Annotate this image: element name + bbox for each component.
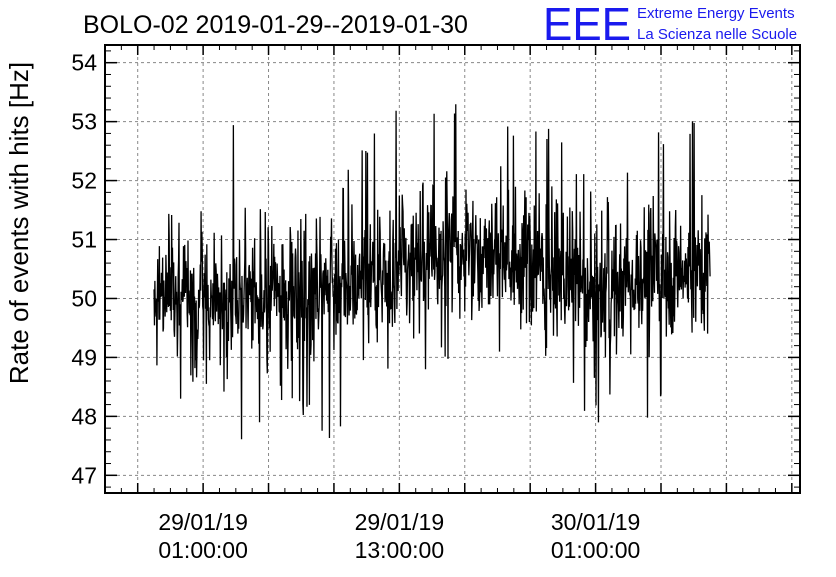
x-tick-label-time: 01:00:00	[551, 537, 641, 563]
y-tick-label: 49	[71, 344, 97, 370]
logo-line1: Extreme Energy Events	[637, 5, 795, 22]
logo-mark: EEE	[543, 0, 631, 50]
y-tick-label: 53	[71, 109, 97, 135]
axes	[104, 44, 801, 494]
y-tick-label: 47	[71, 462, 97, 488]
x-tick-label-time: 01:00:00	[158, 537, 248, 563]
plot-frame	[104, 44, 801, 494]
y-tick-label: 51	[71, 227, 97, 253]
y-tick-label: 48	[71, 403, 97, 429]
x-tick-label-date: 29/01/19	[158, 509, 248, 535]
y-tick-label: 50	[71, 285, 97, 311]
x-tick-label-time: 13:00:00	[355, 537, 445, 563]
series-layer	[153, 104, 711, 440]
chart-title: BOLO-02 2019-01-29--2019-01-30	[83, 11, 468, 39]
tick-labels: 474849505152535429/01/1901:00:0029/01/19…	[71, 50, 640, 563]
y-tick-label: 52	[71, 168, 97, 194]
y-tick-label: 54	[71, 50, 97, 76]
logo-line2: La Scienza nelle Scuole	[637, 26, 797, 43]
x-tick-label-date: 30/01/19	[551, 509, 641, 535]
series-line	[153, 104, 711, 440]
eee-logo: EEE Extreme Energy Events La Scienza nel…	[543, 0, 797, 50]
y-axis-label: Rate of events with hits [Hz]	[4, 62, 34, 384]
x-tick-label-date: 29/01/19	[355, 509, 445, 535]
